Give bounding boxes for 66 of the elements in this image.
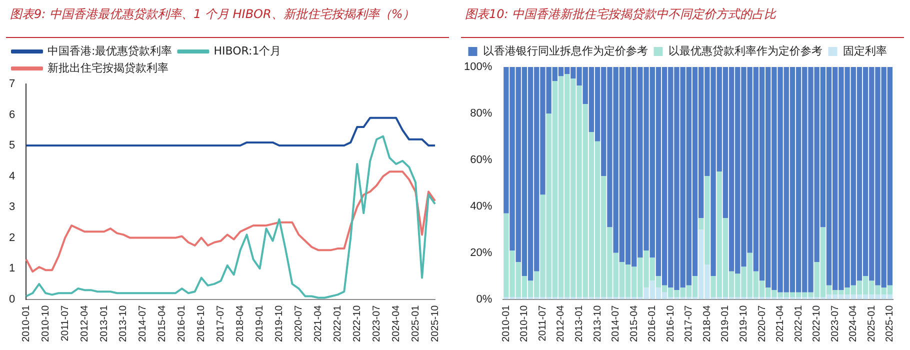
x-tick-label: 2019-01 xyxy=(254,304,266,342)
x-tick-label: 2025-01 xyxy=(410,304,422,342)
x-tick-label: 2017-07 xyxy=(216,304,227,342)
x-tick-label: 2020-07 xyxy=(756,304,768,342)
x-tick-label: 2016-10 xyxy=(665,304,676,342)
x-tick-label: 2017-07 xyxy=(684,304,695,342)
y-tick-label: 40% xyxy=(470,200,492,212)
x-tick-label: 2021-04 xyxy=(312,304,324,342)
x-tick-label: 2013-01 xyxy=(574,304,586,342)
x-tick-label: 2023-07 xyxy=(371,304,382,342)
x-tick-label: 2013-01 xyxy=(98,304,110,342)
x-tick-label: 2013-10 xyxy=(592,304,604,342)
x-tick-label: 2015-04 xyxy=(157,304,168,342)
legend-label: 新批出住宅按揭贷款利率 xyxy=(48,61,168,74)
x-tick-label: 2024-04 xyxy=(390,304,402,342)
x-tick-label: 2024-04 xyxy=(848,304,860,342)
x-tick-label: 2025-01 xyxy=(866,304,878,342)
legend-label: 中国香港:最优惠贷款利率 xyxy=(48,44,172,58)
x-tick-label: 2016-01 xyxy=(176,304,188,342)
y-tick-label: 4 xyxy=(8,170,16,182)
legend-label: 固定利率 xyxy=(842,44,887,58)
x-tick-label: 2016-10 xyxy=(196,304,208,342)
y-tick-label: 100% xyxy=(464,61,492,74)
x-tick-label: 2012-04 xyxy=(79,304,90,342)
x-tick-label: 2022-10 xyxy=(812,304,823,342)
x-tick-label: 2014-07 xyxy=(610,304,622,342)
x-tick-label: 2016-01 xyxy=(647,304,658,342)
x-tick-label: 2010-10 xyxy=(519,304,530,342)
x-tick-label: 2022-01 xyxy=(793,304,804,342)
y-tick-label: 20% xyxy=(470,246,492,259)
y-tick-label: 1 xyxy=(8,262,16,275)
legend-label: 以最优惠贷款利率作为定价参考 xyxy=(668,44,822,58)
x-tick-label: 2010-10 xyxy=(40,304,52,342)
x-tick-label: 2018-04 xyxy=(702,304,713,342)
x-tick-label: 2018-04 xyxy=(235,304,246,342)
legend-label: 以香港银行同业拆息作为定价参考 xyxy=(482,44,648,58)
x-tick-label: 2025-10 xyxy=(430,304,441,342)
x-tick-label: 2021-04 xyxy=(775,304,786,342)
y-tick-label: 5 xyxy=(8,140,16,152)
x-tick-label: 2019-10 xyxy=(738,304,750,342)
x-tick-label: 2019-01 xyxy=(720,304,732,342)
y-tick-label: 0 xyxy=(8,293,16,306)
x-tick-label: 2010-01 xyxy=(20,304,32,342)
chart-title: 图表10: 中国香港新批住宅按揭贷款中不同定价方式的占比 xyxy=(461,4,904,38)
x-tick-label: 2020-07 xyxy=(293,304,304,342)
y-tick-label: 7 xyxy=(8,78,16,90)
x-tick-label: 2012-04 xyxy=(556,304,567,342)
x-tick-label: 2022-01 xyxy=(332,304,344,342)
y-tick-label: 60% xyxy=(470,154,492,166)
chart-title: 图表9: 中国香港最优惠贷款利率、1 个月 HIBOR、新批住宅按揭利率（%） xyxy=(6,4,449,38)
x-tick-label: 2025-10 xyxy=(884,304,896,342)
y-tick-label: 0% xyxy=(476,293,492,306)
x-tick-label: 2011-07 xyxy=(537,304,548,342)
y-tick-label: 80% xyxy=(470,107,492,120)
y-tick-label: 3 xyxy=(8,201,16,214)
x-tick-label: 2022-10 xyxy=(352,304,363,342)
x-tick-label: 2019-10 xyxy=(274,304,285,342)
x-tick-label: 2015-04 xyxy=(628,304,640,342)
x-tick-label: 2011-07 xyxy=(60,304,71,342)
y-tick-label: 2 xyxy=(8,232,16,244)
x-tick-label: 2013-10 xyxy=(118,304,130,342)
x-tick-label: 2010-01 xyxy=(500,304,512,342)
y-tick-label: 6 xyxy=(8,108,16,121)
legend-label: HIBOR:1个月 xyxy=(214,44,282,58)
x-tick-label: 2023-07 xyxy=(830,304,841,342)
x-tick-label: 2014-07 xyxy=(138,304,149,342)
